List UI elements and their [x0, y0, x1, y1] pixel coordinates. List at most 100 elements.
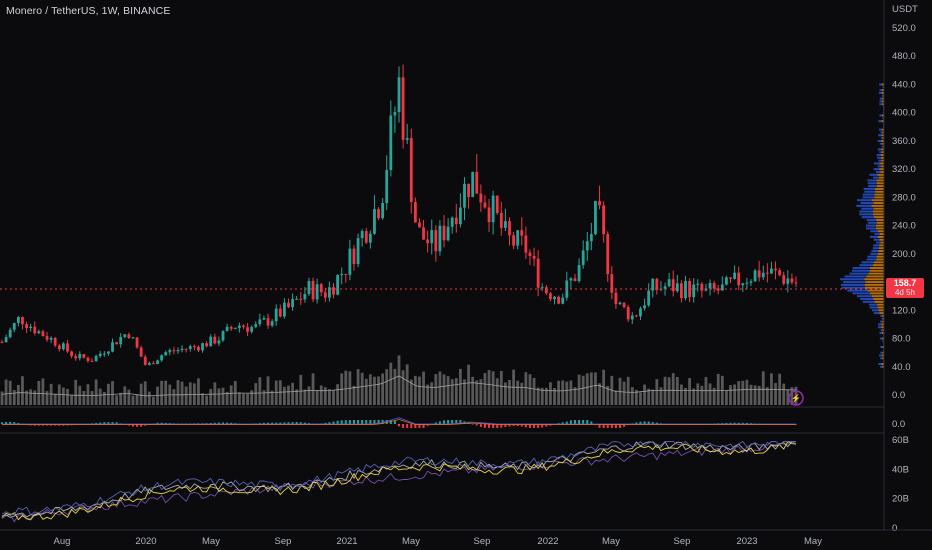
- candle-body: [16, 317, 20, 324]
- volume-bar: [688, 378, 691, 405]
- candle-body: [180, 348, 184, 351]
- macd-histogram-bar: [17, 422, 20, 424]
- profile-bar-up: [862, 300, 875, 303]
- volume-bar: [278, 380, 282, 405]
- candle-body: [675, 283, 679, 292]
- volume-bar: [708, 383, 712, 405]
- profile-bar-up: [869, 173, 878, 176]
- candle-body: [237, 325, 241, 328]
- price-tick-label: 360.0: [892, 136, 916, 147]
- profile-bar-up: [880, 320, 883, 323]
- macd-histogram-bar: [479, 424, 482, 427]
- candle-body: [385, 170, 389, 204]
- time-tick-label: 2022: [537, 536, 558, 547]
- candle-body: [491, 195, 495, 223]
- profile-bar-down: [882, 329, 884, 332]
- profile-bar-down: [874, 216, 884, 219]
- profile-bar-up: [882, 340, 884, 343]
- candle-body: [254, 324, 258, 327]
- candle-body: [368, 233, 372, 243]
- macd-histogram-bar: [737, 422, 740, 424]
- candle-body: [794, 282, 798, 284]
- profile-bar-down: [881, 134, 884, 137]
- price-tick-label: 0.0: [892, 390, 905, 401]
- candle-body: [246, 327, 249, 332]
- macd-histogram-bar: [217, 422, 220, 424]
- volume-bar: [160, 380, 164, 405]
- macd-histogram-bar: [299, 422, 302, 424]
- indicator-line: [1, 441, 797, 518]
- time-tick-label: 2020: [135, 536, 156, 547]
- macd-histogram-bar: [496, 424, 499, 428]
- price-tick-label: 280.0: [892, 192, 916, 203]
- candle-body: [377, 209, 380, 219]
- volume-bar: [201, 393, 204, 405]
- volume-bar: [757, 385, 761, 405]
- profile-bar-up: [871, 250, 879, 253]
- profile-bar-down: [882, 142, 884, 145]
- profile-bar-up: [840, 278, 865, 281]
- volume-bar: [684, 387, 687, 405]
- time-tick-label: May: [202, 536, 220, 547]
- candle-body: [250, 326, 254, 332]
- volume-bar: [266, 376, 270, 405]
- candle-body: [504, 221, 507, 228]
- candle-body: [467, 183, 470, 197]
- profile-bar-up: [859, 213, 873, 216]
- macd-histogram-bar: [344, 420, 347, 424]
- volume-bar: [156, 386, 159, 405]
- macd-histogram-bar: [475, 424, 478, 426]
- candle-body: [98, 353, 102, 356]
- volume-bar: [328, 389, 331, 405]
- profile-bar-up: [869, 306, 878, 309]
- macd-histogram-bar: [136, 424, 139, 427]
- candle-body: [270, 321, 274, 326]
- volume-bar: [135, 394, 139, 405]
- volume-bar: [209, 388, 213, 405]
- time-tick-label: Sep: [474, 536, 491, 547]
- profile-bar-down: [882, 317, 884, 320]
- candle-body: [188, 346, 192, 349]
- candle-body: [49, 337, 53, 340]
- profile-bar-up: [861, 207, 874, 210]
- profile-bar-up: [867, 255, 877, 258]
- profile-bar-up: [849, 272, 869, 275]
- profile-bar-down: [876, 258, 884, 261]
- profile-bar-up: [879, 103, 882, 106]
- profile-bar-up: [841, 286, 865, 289]
- profile-bar-up: [880, 329, 883, 332]
- candle-body: [66, 343, 69, 352]
- macd-histogram-bar: [524, 424, 527, 428]
- profile-bar-up: [867, 179, 877, 182]
- profile-bar-up: [860, 202, 874, 205]
- profile-bar-up: [877, 326, 882, 329]
- volume-bar: [229, 385, 233, 405]
- macd-histogram-bar: [516, 424, 519, 427]
- volume-bar: [242, 393, 245, 405]
- candle-body: [397, 77, 401, 113]
- candle-body: [74, 356, 78, 359]
- candle-body: [143, 356, 147, 365]
- data-window-icon[interactable]: [788, 390, 804, 406]
- volume-bar: [393, 368, 397, 405]
- time-tick-label: May: [602, 536, 620, 547]
- macd-histogram-bar: [262, 422, 265, 424]
- candle-body: [479, 193, 483, 203]
- macd-histogram-bar: [295, 421, 298, 424]
- candle-body: [495, 195, 499, 213]
- volume-bar: [438, 371, 442, 405]
- volume-bar: [524, 372, 528, 405]
- candle-body: [786, 278, 790, 284]
- volume-bar: [589, 372, 593, 405]
- candle-body: [205, 343, 209, 347]
- candle-body: [90, 360, 94, 362]
- macd-histogram-bar: [733, 422, 736, 424]
- profile-bar-up: [879, 89, 882, 92]
- profile-bar-up: [843, 281, 866, 284]
- volume-bar: [184, 386, 188, 405]
- profile-bar-down: [881, 120, 884, 123]
- volume-bar: [49, 383, 53, 405]
- volume-bar: [389, 362, 393, 405]
- macd-histogram-bar: [156, 422, 159, 424]
